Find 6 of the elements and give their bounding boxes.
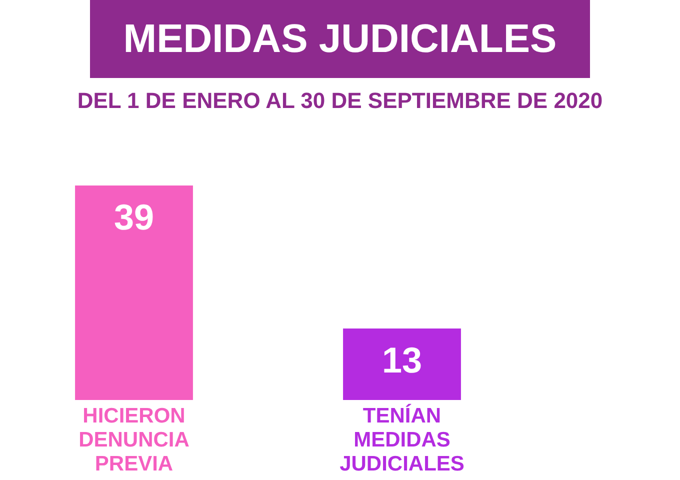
x-tick-label: HICIERON DENUNCIA PREVIA bbox=[78, 404, 190, 476]
chart-subtitle: DEL 1 DE ENERO AL 30 DE SEPTIEMBRE DE 2020 bbox=[76, 88, 604, 115]
x-tick-label: TENÍAN MEDIDAS JUDICIALES bbox=[340, 403, 464, 476]
data-label: 13 bbox=[382, 339, 422, 380]
data-label: 39 bbox=[114, 196, 154, 238]
chart-title: MEDIDAS JUDICIALES bbox=[90, 0, 590, 78]
